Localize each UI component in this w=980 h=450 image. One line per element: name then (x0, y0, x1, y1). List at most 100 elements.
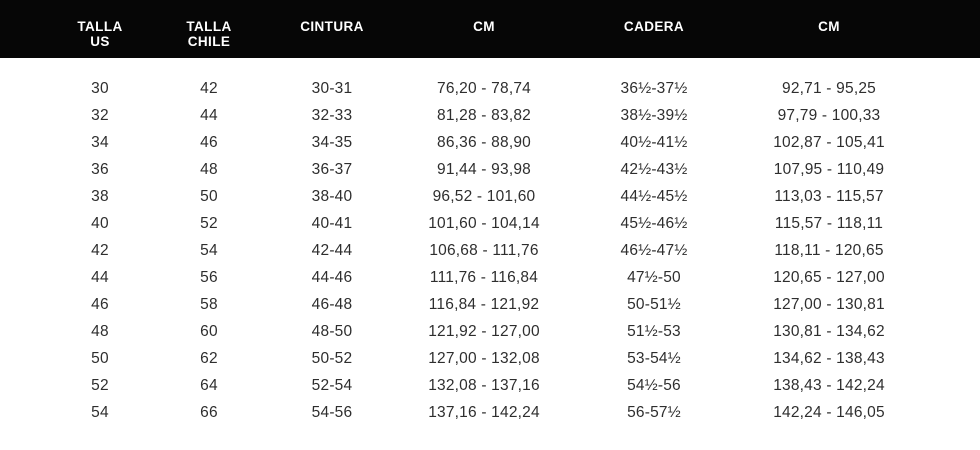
table-cell: 54 (200, 242, 218, 259)
table-cell: 36 (91, 161, 109, 178)
table-row: 40 52 40-41 101,60 - 104,14 45½-46½ 115,57 - … (0, 210, 980, 237)
table-cell: 42 (200, 80, 218, 97)
table-cell: 127,00 - 130,81 (773, 296, 885, 313)
column-header-cintura-cm: CM (401, 19, 567, 35)
table-cell: 130,81 - 134,62 (773, 323, 885, 340)
table-cell: 134,62 - 138,43 (773, 350, 885, 367)
table-cell: 132,08 - 137,16 (428, 377, 540, 394)
table-cell: 42 (91, 242, 109, 259)
table-row: 30 42 30-31 76,20 - 78,74 36½-37½ 92,71 - 95,… (0, 75, 980, 102)
table-cell: 46 (200, 134, 218, 151)
table-cell: 101,60 - 104,14 (428, 215, 540, 232)
table-cell: 36½-37½ (620, 80, 688, 97)
table-cell: 53-54½ (627, 350, 681, 367)
table-cell: 42½-43½ (620, 161, 688, 178)
table-row: 52 64 52-54 132,08 - 137,16 54½-56 138,43 - 1… (0, 372, 980, 399)
column-header-label: TALLA (186, 19, 232, 34)
table-cell: 40 (91, 215, 109, 232)
table-row: 36 48 36-37 91,44 - 93,98 42½-43½ 107,95 - 11… (0, 156, 980, 183)
table-row: 48 60 48-50 121,92 - 127,00 51½-53 130,81 - 1… (0, 318, 980, 345)
table-cell: 66 (200, 404, 218, 421)
table-cell: 30 (91, 80, 109, 97)
table-cell: 44-46 (311, 269, 353, 286)
table-cell: 58 (200, 296, 218, 313)
table-cell: 96,52 - 101,60 (432, 188, 536, 205)
column-header-label: CHILE (187, 33, 231, 49)
table-cell: 56-57½ (627, 404, 681, 421)
table-cell: 106,68 - 111,76 (429, 242, 539, 259)
table-cell: 64 (200, 377, 218, 394)
table-cell: 56 (200, 269, 218, 286)
table-cell: 137,16 - 142,24 (428, 404, 540, 421)
table-cell: 48-50 (311, 323, 353, 340)
table-cell: 51½-53 (627, 323, 681, 340)
table-cell: 48 (91, 323, 109, 340)
table-cell: 50 (91, 350, 109, 367)
table-cell: 36-37 (311, 161, 353, 178)
column-header-label: CADERA (623, 19, 685, 34)
table-cell: 50-52 (311, 350, 353, 367)
table-cell: 44½-45½ (620, 188, 688, 205)
table-cell: 107,95 - 110,49 (773, 161, 885, 178)
table-cell: 115,57 - 118,11 (774, 215, 884, 232)
column-header-label: TALLA (77, 19, 123, 34)
column-header-label: US (90, 33, 110, 49)
table-cell: 62 (200, 350, 218, 367)
column-header-cintura: CINTURA (263, 19, 401, 35)
table-cell: 121,92 - 127,00 (428, 323, 540, 340)
table-header-row: TALLA US TALLA CHILE CINTURA CM CADERA CM (0, 0, 980, 58)
table-cell: 54½-56 (627, 377, 681, 394)
table-row: 50 62 50-52 127,00 - 132,08 53-54½ 134,62 - 1… (0, 345, 980, 372)
table-cell: 34 (91, 134, 109, 151)
table-cell: 34-35 (311, 134, 353, 151)
table-cell: 40½-41½ (620, 134, 688, 151)
table-cell: 116,84 - 121,92 (428, 296, 540, 313)
table-cell: 44 (200, 107, 218, 124)
table-cell: 42-44 (311, 242, 353, 259)
table-row: 44 56 44-46 111,76 - 116,84 47½-50 120,65 - 1… (0, 264, 980, 291)
table-cell: 50-51½ (627, 296, 681, 313)
table-cell: 52-54 (311, 377, 353, 394)
table-cell: 142,24 - 146,05 (773, 404, 885, 421)
table-cell: 40-41 (311, 215, 353, 232)
table-cell: 32-33 (311, 107, 353, 124)
table-row: 32 44 32-33 81,28 - 83,82 38½-39½ 97,79 - 100… (0, 102, 980, 129)
table-cell: 32 (91, 107, 109, 124)
table-cell: 54-56 (311, 404, 353, 421)
table-cell: 76,20 - 78,74 (437, 80, 531, 97)
table-cell: 46 (91, 296, 109, 313)
table-cell: 52 (91, 377, 109, 394)
table-cell: 46½-47½ (620, 242, 688, 259)
column-header-label: CINTURA (300, 19, 364, 34)
table-body: 30 42 30-31 76,20 - 78,74 36½-37½ 92,71 - 95,… (0, 58, 980, 426)
table-cell: 120,65 - 127,00 (773, 269, 885, 286)
table-cell: 44 (91, 269, 109, 286)
table-cell: 38 (91, 188, 109, 205)
column-header-label: CM (818, 19, 840, 34)
column-header-cadera-cm: CM (741, 19, 917, 35)
column-header-talla-us: TALLA US (45, 19, 155, 49)
table-row: 46 58 46-48 116,84 - 121,92 50-51½ 127,00 - 1… (0, 291, 980, 318)
table-cell: 92,71 - 95,25 (782, 80, 876, 97)
table-cell: 111,76 - 116,84 (429, 269, 539, 286)
table-cell: 81,28 - 83,82 (437, 107, 531, 124)
table-cell: 50 (200, 188, 218, 205)
table-cell: 38-40 (311, 188, 353, 205)
table-row: 42 54 42-44 106,68 - 111,76 46½-47½ 118,11 - … (0, 237, 980, 264)
table-row: 34 46 34-35 86,36 - 88,90 40½-41½ 102,87 - 10… (0, 129, 980, 156)
table-row: 38 50 38-40 96,52 - 101,60 44½-45½ 113,03 - 1… (0, 183, 980, 210)
column-header-talla-chile: TALLA CHILE (155, 19, 263, 49)
table-cell: 30-31 (311, 80, 353, 97)
table-cell: 52 (200, 215, 218, 232)
table-cell: 38½-39½ (620, 107, 688, 124)
table-cell: 47½-50 (627, 269, 681, 286)
table-cell: 127,00 - 132,08 (428, 350, 540, 367)
column-header-cadera: CADERA (567, 19, 741, 35)
table-cell: 48 (200, 161, 218, 178)
table-cell: 60 (200, 323, 218, 340)
table-row: 54 66 54-56 137,16 - 142,24 56-57½ 142,24 - 1… (0, 399, 980, 426)
table-cell: 91,44 - 93,98 (437, 161, 531, 178)
column-header-label: CM (473, 19, 495, 34)
table-cell: 45½-46½ (620, 215, 688, 232)
